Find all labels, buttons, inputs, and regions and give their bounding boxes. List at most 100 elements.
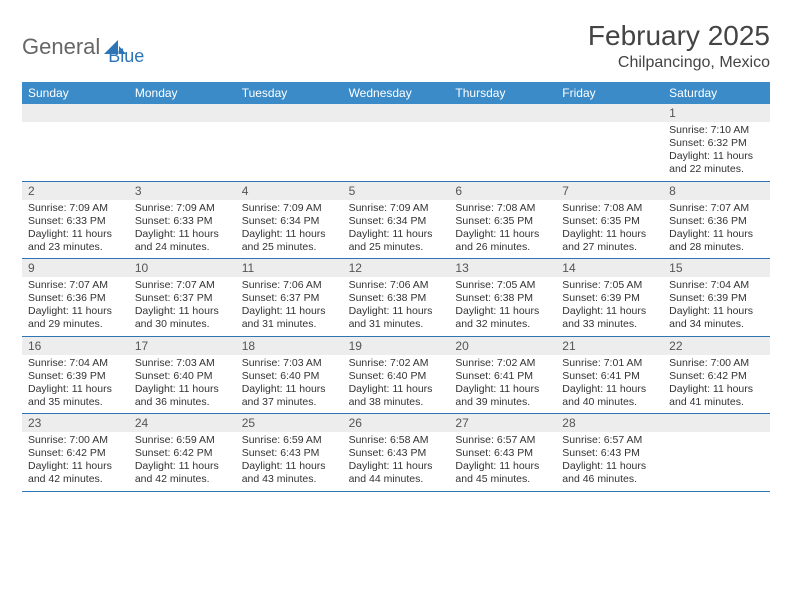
daylight-line: and 25 minutes. xyxy=(242,241,337,254)
daylight-line: Daylight: 11 hours xyxy=(28,228,123,241)
day-number: 26 xyxy=(343,414,450,432)
calendar-day-cell: 26Sunrise: 6:58 AMSunset: 6:43 PMDayligh… xyxy=(343,414,450,491)
calendar-day-cell: 13Sunrise: 7:05 AMSunset: 6:38 PMDayligh… xyxy=(449,259,556,336)
calendar-body: 1Sunrise: 7:10 AMSunset: 6:32 PMDaylight… xyxy=(22,104,770,492)
sunset-line: Sunset: 6:35 PM xyxy=(562,215,657,228)
day-details: Sunrise: 7:07 AMSunset: 6:36 PMDaylight:… xyxy=(663,200,770,259)
day-details: Sunrise: 7:04 AMSunset: 6:39 PMDaylight:… xyxy=(22,355,129,414)
day-number: 15 xyxy=(663,259,770,277)
sunrise-line: Sunrise: 7:07 AM xyxy=(135,279,230,292)
day-details: Sunrise: 7:09 AMSunset: 6:34 PMDaylight:… xyxy=(236,200,343,259)
sunset-line: Sunset: 6:43 PM xyxy=(242,447,337,460)
calendar-day-cell: 8Sunrise: 7:07 AMSunset: 6:36 PMDaylight… xyxy=(663,182,770,259)
daylight-line: and 44 minutes. xyxy=(349,473,444,486)
calendar-day-cell: 1Sunrise: 7:10 AMSunset: 6:32 PMDaylight… xyxy=(663,104,770,181)
day-number: 5 xyxy=(343,182,450,200)
sunrise-line: Sunrise: 7:09 AM xyxy=(135,202,230,215)
calendar-week-row: 9Sunrise: 7:07 AMSunset: 6:36 PMDaylight… xyxy=(22,259,770,337)
calendar-day-cell xyxy=(556,104,663,181)
day-number: 22 xyxy=(663,337,770,355)
sunset-line: Sunset: 6:34 PM xyxy=(349,215,444,228)
calendar-day-cell xyxy=(129,104,236,181)
logo-text-blue: Blue xyxy=(108,46,144,67)
day-number: 6 xyxy=(449,182,556,200)
day-number: 21 xyxy=(556,337,663,355)
daylight-line: and 42 minutes. xyxy=(28,473,123,486)
day-details: Sunrise: 7:04 AMSunset: 6:39 PMDaylight:… xyxy=(663,277,770,336)
calendar-day-cell: 7Sunrise: 7:08 AMSunset: 6:35 PMDaylight… xyxy=(556,182,663,259)
sunrise-line: Sunrise: 7:03 AM xyxy=(242,357,337,370)
day-number: 28 xyxy=(556,414,663,432)
calendar-header-cell: Wednesday xyxy=(343,82,450,104)
day-number: 10 xyxy=(129,259,236,277)
calendar-header-row: SundayMondayTuesdayWednesdayThursdayFrid… xyxy=(22,82,770,104)
calendar-day-cell: 4Sunrise: 7:09 AMSunset: 6:34 PMDaylight… xyxy=(236,182,343,259)
calendar-day-cell: 16Sunrise: 7:04 AMSunset: 6:39 PMDayligh… xyxy=(22,337,129,414)
day-number: 3 xyxy=(129,182,236,200)
day-number: 4 xyxy=(236,182,343,200)
sunset-line: Sunset: 6:43 PM xyxy=(349,447,444,460)
day-details: Sunrise: 6:59 AMSunset: 6:43 PMDaylight:… xyxy=(236,432,343,491)
sunset-line: Sunset: 6:39 PM xyxy=(669,292,764,305)
day-number xyxy=(22,104,129,122)
daylight-line: Daylight: 11 hours xyxy=(669,150,764,163)
day-number xyxy=(129,104,236,122)
sunset-line: Sunset: 6:42 PM xyxy=(28,447,123,460)
sunrise-line: Sunrise: 7:06 AM xyxy=(349,279,444,292)
sunset-line: Sunset: 6:40 PM xyxy=(349,370,444,383)
daylight-line: and 30 minutes. xyxy=(135,318,230,331)
calendar-day-cell: 11Sunrise: 7:06 AMSunset: 6:37 PMDayligh… xyxy=(236,259,343,336)
daylight-line: Daylight: 11 hours xyxy=(562,383,657,396)
sunset-line: Sunset: 6:40 PM xyxy=(135,370,230,383)
calendar-week-row: 16Sunrise: 7:04 AMSunset: 6:39 PMDayligh… xyxy=(22,337,770,415)
daylight-line: Daylight: 11 hours xyxy=(135,228,230,241)
sunrise-line: Sunrise: 7:00 AM xyxy=(28,434,123,447)
calendar-day-cell: 12Sunrise: 7:06 AMSunset: 6:38 PMDayligh… xyxy=(343,259,450,336)
sunrise-line: Sunrise: 6:57 AM xyxy=(455,434,550,447)
daylight-line: Daylight: 11 hours xyxy=(135,460,230,473)
calendar-day-cell xyxy=(343,104,450,181)
daylight-line: Daylight: 11 hours xyxy=(28,305,123,318)
calendar-day-cell: 23Sunrise: 7:00 AMSunset: 6:42 PMDayligh… xyxy=(22,414,129,491)
calendar-day-cell: 20Sunrise: 7:02 AMSunset: 6:41 PMDayligh… xyxy=(449,337,556,414)
daylight-line: and 22 minutes. xyxy=(669,163,764,176)
logo: General Blue xyxy=(22,20,144,67)
sunset-line: Sunset: 6:43 PM xyxy=(455,447,550,460)
sunrise-line: Sunrise: 7:05 AM xyxy=(455,279,550,292)
sunset-line: Sunset: 6:42 PM xyxy=(135,447,230,460)
day-details: Sunrise: 6:58 AMSunset: 6:43 PMDaylight:… xyxy=(343,432,450,491)
day-number: 20 xyxy=(449,337,556,355)
day-details: Sunrise: 6:59 AMSunset: 6:42 PMDaylight:… xyxy=(129,432,236,491)
daylight-line: Daylight: 11 hours xyxy=(242,305,337,318)
calendar: SundayMondayTuesdayWednesdayThursdayFrid… xyxy=(22,82,770,492)
day-number: 19 xyxy=(343,337,450,355)
sunset-line: Sunset: 6:36 PM xyxy=(669,215,764,228)
calendar-day-cell xyxy=(449,104,556,181)
day-details: Sunrise: 7:03 AMSunset: 6:40 PMDaylight:… xyxy=(236,355,343,414)
calendar-day-cell: 17Sunrise: 7:03 AMSunset: 6:40 PMDayligh… xyxy=(129,337,236,414)
daylight-line: and 34 minutes. xyxy=(669,318,764,331)
day-number: 16 xyxy=(22,337,129,355)
day-details: Sunrise: 7:06 AMSunset: 6:37 PMDaylight:… xyxy=(236,277,343,336)
day-number: 25 xyxy=(236,414,343,432)
calendar-day-cell: 9Sunrise: 7:07 AMSunset: 6:36 PMDaylight… xyxy=(22,259,129,336)
calendar-day-cell: 2Sunrise: 7:09 AMSunset: 6:33 PMDaylight… xyxy=(22,182,129,259)
daylight-line: Daylight: 11 hours xyxy=(135,383,230,396)
sunset-line: Sunset: 6:37 PM xyxy=(135,292,230,305)
daylight-line: and 31 minutes. xyxy=(349,318,444,331)
calendar-week-row: 2Sunrise: 7:09 AMSunset: 6:33 PMDaylight… xyxy=(22,182,770,260)
calendar-day-cell: 15Sunrise: 7:04 AMSunset: 6:39 PMDayligh… xyxy=(663,259,770,336)
day-details: Sunrise: 6:57 AMSunset: 6:43 PMDaylight:… xyxy=(449,432,556,491)
calendar-day-cell: 19Sunrise: 7:02 AMSunset: 6:40 PMDayligh… xyxy=(343,337,450,414)
daylight-line: and 37 minutes. xyxy=(242,396,337,409)
sunrise-line: Sunrise: 7:05 AM xyxy=(562,279,657,292)
daylight-line: Daylight: 11 hours xyxy=(669,383,764,396)
calendar-header-cell: Monday xyxy=(129,82,236,104)
daylight-line: Daylight: 11 hours xyxy=(455,460,550,473)
day-details: Sunrise: 7:10 AMSunset: 6:32 PMDaylight:… xyxy=(663,122,770,181)
day-details: Sunrise: 7:07 AMSunset: 6:36 PMDaylight:… xyxy=(22,277,129,336)
daylight-line: and 39 minutes. xyxy=(455,396,550,409)
day-details: Sunrise: 7:00 AMSunset: 6:42 PMDaylight:… xyxy=(22,432,129,491)
daylight-line: Daylight: 11 hours xyxy=(28,460,123,473)
day-number xyxy=(556,104,663,122)
